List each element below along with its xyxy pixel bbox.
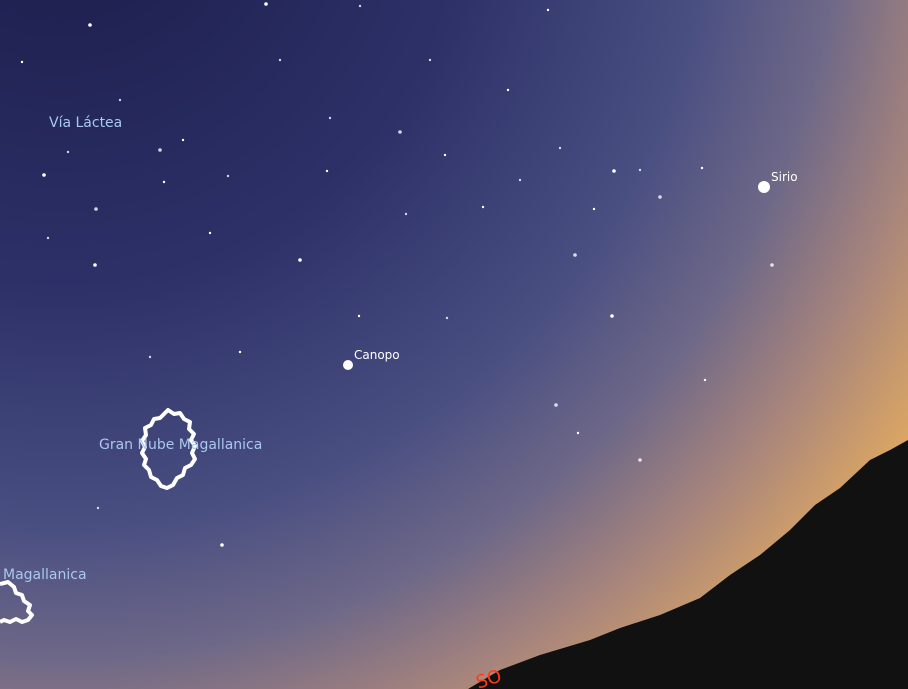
star	[429, 59, 431, 61]
smc-label[interactable]: Magallanica	[3, 567, 87, 583]
star	[701, 167, 703, 169]
star	[119, 99, 121, 101]
star	[67, 151, 69, 153]
star	[547, 9, 549, 11]
star	[446, 317, 448, 319]
star	[93, 263, 97, 267]
star	[573, 253, 577, 257]
star	[279, 59, 281, 61]
star	[559, 147, 561, 149]
star	[158, 148, 162, 152]
star	[21, 61, 23, 63]
star	[554, 403, 558, 407]
sky-view: Vía Láctea Sirio Canopo Gran Nube Magall…	[0, 0, 908, 689]
lmc-label[interactable]: Gran Nube Magallanica	[99, 437, 262, 453]
star	[638, 458, 642, 462]
star	[227, 175, 229, 177]
star	[519, 179, 521, 181]
star	[47, 237, 49, 239]
sirius-label[interactable]: Sirio	[771, 170, 798, 184]
star	[163, 181, 165, 183]
star	[577, 432, 579, 434]
star	[482, 206, 484, 208]
star	[88, 23, 92, 27]
canopus-label[interactable]: Canopo	[354, 348, 400, 362]
star-sirius[interactable]	[758, 181, 770, 193]
star	[329, 117, 331, 119]
milky-way-label[interactable]: Vía Láctea	[49, 115, 122, 131]
star	[770, 263, 774, 267]
star	[94, 207, 98, 211]
star	[182, 139, 184, 141]
star	[359, 5, 361, 7]
star	[358, 315, 360, 317]
star	[239, 351, 241, 353]
star	[264, 2, 268, 6]
star	[97, 507, 99, 509]
star	[444, 154, 446, 156]
star	[593, 208, 595, 210]
star	[610, 314, 614, 318]
star	[704, 379, 706, 381]
star	[220, 543, 224, 547]
star	[42, 173, 46, 177]
star	[326, 170, 328, 172]
star	[398, 130, 402, 134]
page: Vía Láctea Sirio Canopo Gran Nube Magall…	[0, 0, 908, 689]
star	[209, 232, 211, 234]
star	[612, 169, 616, 173]
star	[639, 169, 641, 171]
star	[658, 195, 662, 199]
star-canopus[interactable]	[343, 360, 353, 370]
star	[507, 89, 509, 91]
star	[298, 258, 302, 262]
star	[405, 213, 407, 215]
star	[149, 356, 151, 358]
